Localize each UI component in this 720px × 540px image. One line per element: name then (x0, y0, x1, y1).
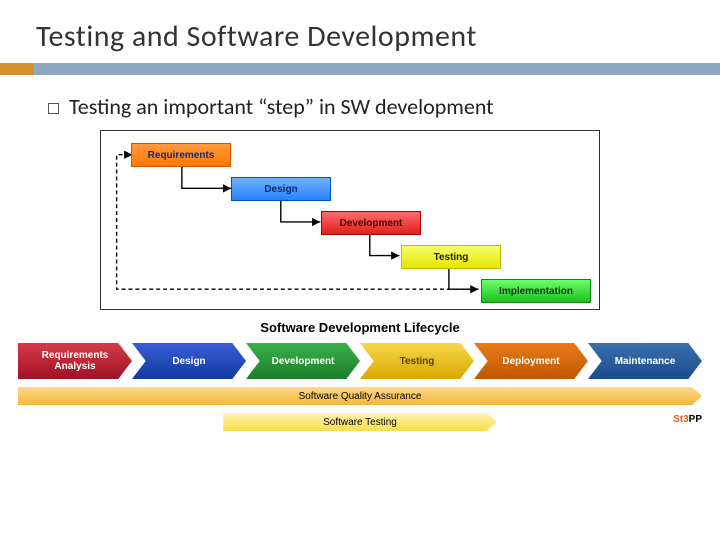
chevron-2: Development (246, 343, 360, 379)
chevron-label-2: Development (268, 356, 339, 367)
logo-part2: PP (689, 414, 702, 425)
test-bar: Software Testing (18, 413, 702, 431)
title-area: Testing and Software Development (0, 0, 720, 63)
test-bar-label: Software Testing (323, 417, 397, 428)
logo-badge: St3PP (673, 414, 702, 425)
chevron-label-0: Requirements Analysis (18, 350, 132, 372)
bullet-marker-icon (48, 103, 59, 114)
chevron-0: Requirements Analysis (18, 343, 132, 379)
bullet-text: Testing an important “step” in SW develo… (69, 93, 494, 120)
chevron-1: Design (132, 343, 246, 379)
waterfall-diagram: RequirementsDesign Development Testing Impl… (100, 130, 600, 310)
logo-part1: St3 (673, 414, 689, 425)
chevron-row: Requirements Analysis Design Development Te… (18, 343, 702, 379)
slide: Testing and Software Development Testing… (0, 0, 720, 540)
chevron-3: Testing (360, 343, 474, 379)
chevron-label-1: Design (168, 356, 209, 367)
wf-node-test: Testing (401, 245, 501, 269)
body-area: Testing an important “step” in SW develo… (0, 75, 720, 120)
chevron-4: Deployment (474, 343, 588, 379)
divider (0, 63, 720, 75)
divider-accent (0, 63, 34, 75)
chevron-label-5: Maintenance (611, 356, 680, 367)
wf-node-req: Requirements (131, 143, 231, 167)
divider-main (34, 63, 720, 75)
wf-node-impl: Implementation (481, 279, 591, 303)
lifecycle-diagram: Software Development Lifecycle Requireme… (0, 314, 720, 431)
lifecycle-title: Software Development Lifecycle (0, 314, 720, 343)
wf-node-dev: Development (321, 211, 421, 235)
chevron-5: Maintenance (588, 343, 702, 379)
slide-title: Testing and Software Development (36, 18, 684, 55)
qa-bar: Software Quality Assurance (18, 387, 702, 405)
chevron-label-4: Deployment (498, 356, 563, 367)
wf-node-des: Design (231, 177, 331, 201)
bullet-row: Testing an important “step” in SW develo… (48, 93, 672, 120)
chevron-label-3: Testing (396, 356, 439, 367)
qa-bar-label: Software Quality Assurance (299, 391, 422, 402)
